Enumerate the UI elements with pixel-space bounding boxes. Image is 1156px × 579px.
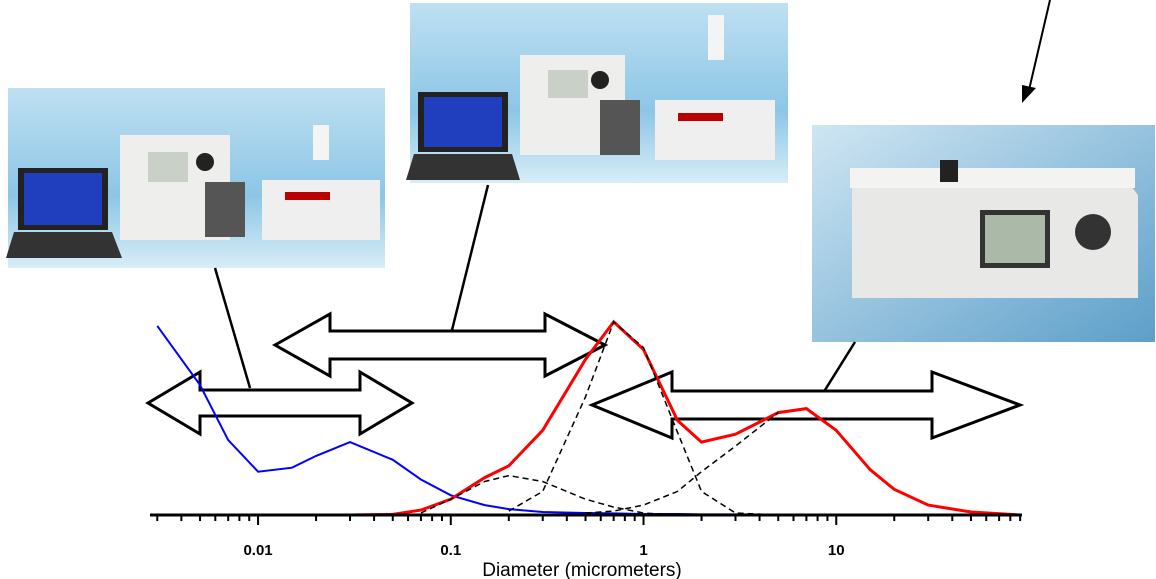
- x-tick-label: 0.1: [440, 542, 461, 559]
- photo-left: [6, 88, 385, 268]
- x-tick-label: 10: [828, 542, 845, 559]
- plot: 0.01 0.1 1 10: [150, 322, 1022, 559]
- figure: 0.01 0.1 1 10 Diameter (micrometers): [0, 0, 1156, 579]
- photo-middle: [406, 3, 788, 183]
- pointer-arrowhead: [1022, 85, 1036, 103]
- x-tick-label: 0.01: [243, 542, 272, 559]
- x-tick-label: 1: [639, 542, 647, 559]
- series-line: [421, 476, 678, 515]
- photo-right: [812, 125, 1155, 342]
- x-axis-label: Diameter (micrometers): [482, 560, 682, 579]
